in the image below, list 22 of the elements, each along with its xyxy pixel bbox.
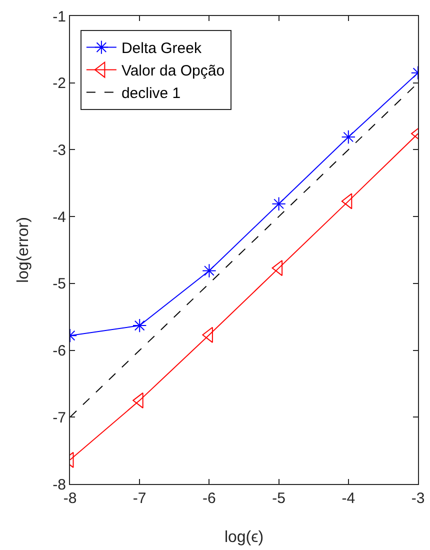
x-tick-label: -8 [63,490,77,507]
point [132,318,147,333]
x-tick-label: -3 [411,490,425,507]
legend-label: declive 1 [121,85,181,102]
y-tick-label: -7 [52,409,66,426]
x-tick-label: -7 [132,490,146,507]
x-tick-label: -4 [342,490,356,507]
legend-label: Valor da Opção [121,62,225,80]
y-tick-label: -5 [52,276,66,293]
legend-label: Delta Greek [121,40,202,58]
point [272,196,286,211]
point [202,264,216,278]
y-tick-label: -3 [52,142,66,159]
x-tick-label: -6 [202,490,216,507]
y-tick-label: -1 [52,8,66,26]
y-tick-label: -2 [52,75,66,92]
x-tick-label: -5 [272,490,286,507]
y-tick-label: -8 [52,476,66,494]
y-axis-title: log(error) [15,217,32,283]
y-tick-label: -4 [52,208,66,226]
x-axis-title: log(ϵ) [224,529,264,546]
y-tick-label: -6 [52,342,66,360]
